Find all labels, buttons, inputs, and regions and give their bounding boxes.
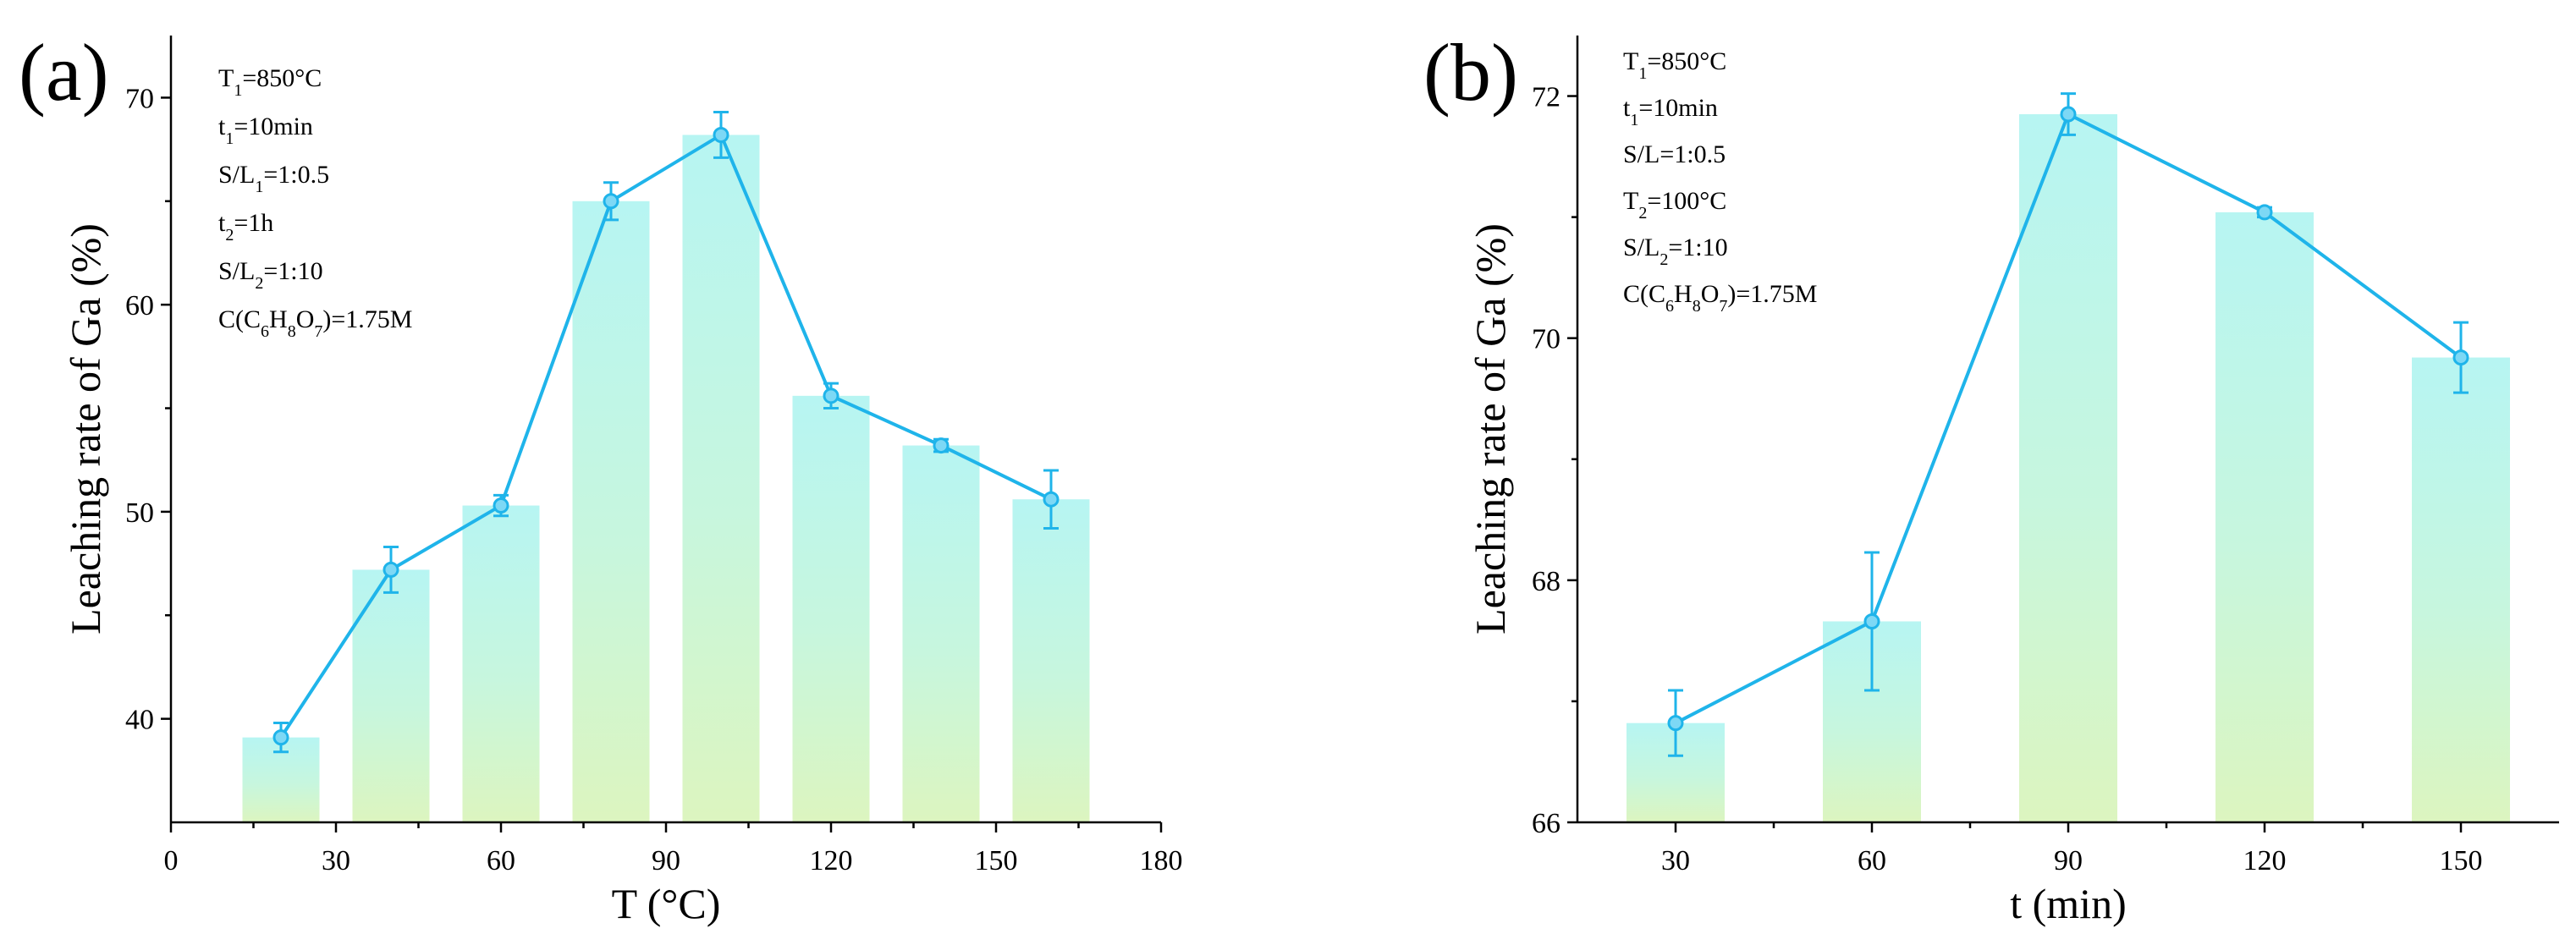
x-tick-label: 0 xyxy=(164,845,179,876)
x-tick-label: 150 xyxy=(975,845,1018,876)
y-tick-label: 50 xyxy=(125,497,154,529)
y-tick-label: 60 xyxy=(125,290,154,321)
data-point xyxy=(2452,349,2469,366)
data-point xyxy=(933,437,949,454)
condition-annotation: S/L=1:0.5 xyxy=(1623,140,1726,168)
y-tick-label: 70 xyxy=(1532,324,1560,355)
data-point xyxy=(493,497,509,514)
bar xyxy=(792,395,870,822)
data-point xyxy=(383,561,399,578)
bar xyxy=(2019,114,2117,822)
x-tick-label: 90 xyxy=(652,845,680,876)
data-point xyxy=(2060,106,2077,123)
bar xyxy=(2215,212,2314,822)
data-point xyxy=(1863,613,1880,629)
data-point xyxy=(2256,204,2273,221)
y-axis-title: Leaching rate of Ga (%) xyxy=(62,223,109,635)
y-tick-label: 66 xyxy=(1532,808,1560,839)
data-point xyxy=(1667,715,1684,732)
data-point xyxy=(823,387,839,404)
bar xyxy=(2412,357,2510,823)
x-tick-label: 90 xyxy=(2054,845,2083,876)
y-axis-title: Leaching rate of Ga (%) xyxy=(1467,223,1514,635)
x-tick-label: 150 xyxy=(2440,845,2483,876)
series-line xyxy=(279,132,1052,739)
bar xyxy=(352,569,430,822)
x-tick-label: 60 xyxy=(487,845,515,876)
chart-panel-a: 0 30 60 90 120 150 180 40 50 60 70 T (°C) Leaching r… xyxy=(19,27,1183,927)
y-tick-label: 72 xyxy=(1532,82,1560,113)
data-point xyxy=(272,729,289,746)
bar xyxy=(572,201,650,822)
x-tick-label: 120 xyxy=(2243,845,2287,876)
condition-annotation: T1=850°C xyxy=(218,64,322,100)
condition-annotation: T1=850°C xyxy=(1623,47,1726,83)
x-tick-label: 60 xyxy=(1858,845,1886,876)
x-axis-title: t (min) xyxy=(2010,880,2126,927)
y-tick-label: 40 xyxy=(125,705,154,736)
y-tick-label: 70 xyxy=(125,83,154,114)
condition-annotation: T2=100°C xyxy=(1623,187,1726,223)
x-axis-title: T (°C) xyxy=(612,880,721,927)
data-point xyxy=(1043,491,1060,508)
bar xyxy=(902,445,980,822)
bar xyxy=(682,135,760,822)
bar xyxy=(1012,499,1090,822)
bar xyxy=(462,505,540,822)
panel-label: (a) xyxy=(19,27,109,118)
data-point xyxy=(603,193,619,210)
x-tick-label: 120 xyxy=(810,845,853,876)
chart-panel-b: 30 60 90 120 150 66 68 70 72 t (min) Leaching rate… xyxy=(1423,27,2559,927)
condition-annotation: S/L2=1:10 xyxy=(1623,234,1728,269)
data-point xyxy=(713,126,729,143)
x-tick-label: 30 xyxy=(322,845,350,876)
y-tick-label: 68 xyxy=(1532,566,1560,597)
panel-label: (b) xyxy=(1423,27,1518,118)
condition-annotation: S/L1=1:0.5 xyxy=(218,161,329,196)
condition-annotation: t1=10min xyxy=(218,113,313,148)
x-tick-label: 30 xyxy=(1661,845,1690,876)
condition-annotation: t2=1h xyxy=(218,209,273,244)
condition-annotation: S/L2=1:10 xyxy=(218,257,323,293)
condition-annotation: C(C6H8O7)=1.75M xyxy=(218,305,412,341)
condition-annotation: t1=10min xyxy=(1623,94,1718,129)
x-tick-label: 180 xyxy=(1140,845,1183,876)
condition-annotation: C(C6H8O7)=1.75M xyxy=(1623,280,1817,316)
